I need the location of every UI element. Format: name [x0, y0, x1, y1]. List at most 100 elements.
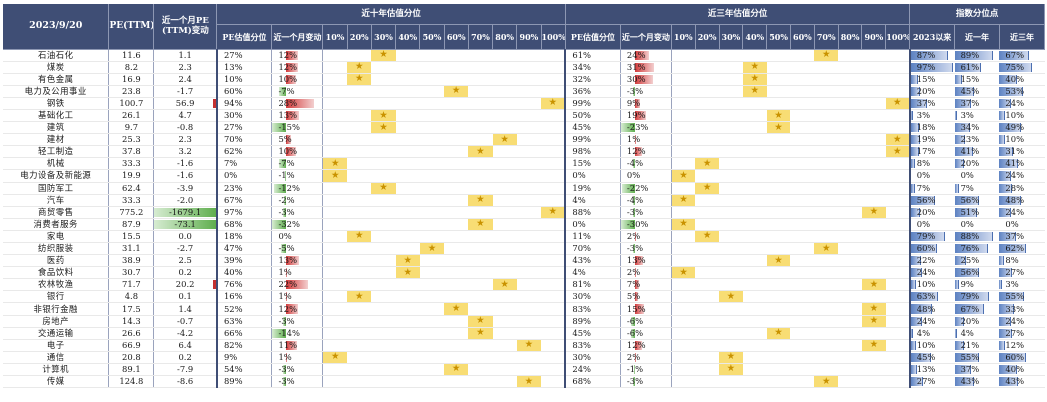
index-2023: 24%	[909, 315, 955, 328]
change-bar-negative	[620, 219, 635, 229]
ten-year-slot	[371, 85, 396, 98]
index-2023: 60%	[909, 242, 955, 256]
index-percentile-bar	[954, 207, 977, 217]
three-year-slot	[719, 97, 743, 110]
ten-year-slot	[492, 109, 517, 123]
ten-year-percentile: 89%	[216, 375, 273, 389]
three-year-slot	[861, 290, 886, 304]
index-percentile-value: 24%	[1005, 315, 1025, 326]
index-3y: 28%	[999, 182, 1045, 195]
ten-year-slot	[468, 375, 493, 389]
pe-value: 38.9	[108, 254, 155, 268]
ten-year-percentile: 52%	[216, 302, 273, 316]
three-year-slot	[695, 218, 719, 231]
index-3y: 27%	[999, 266, 1045, 280]
three-year-slot	[814, 351, 839, 364]
three-year-slot	[671, 85, 696, 98]
index-1y: 56%	[954, 194, 1000, 207]
index-percentile-bar	[954, 183, 959, 193]
three-year-tick-20: 20%	[695, 24, 720, 50]
ten-year-change: 12%	[271, 302, 324, 316]
pe-change-text: 6.4	[178, 339, 192, 350]
ten-year-slot	[492, 157, 517, 171]
three-year-slot	[695, 363, 719, 377]
pe-change-value: -4.2	[153, 327, 218, 340]
three-year-slot	[861, 218, 886, 231]
ten-year-pct-header: PE估值分位	[216, 24, 273, 50]
pe-value: 124.8	[108, 375, 155, 389]
three-year-percentile: 83%	[565, 302, 621, 316]
ten-year-slot	[347, 266, 372, 280]
three-year-change: 19%	[620, 109, 672, 123]
index-percentile-value: 88%	[960, 230, 980, 241]
ten-year-slot	[516, 302, 542, 316]
index-percentile-bar	[999, 98, 1011, 108]
change-bar-negative	[632, 195, 635, 205]
change-value: 30%	[626, 73, 646, 84]
ten-year-slot	[492, 351, 517, 364]
three-year-slot	[838, 278, 862, 292]
ten-year-slot	[468, 266, 493, 280]
ten-year-percentile: 40%	[216, 266, 273, 280]
change-bar-positive	[286, 268, 288, 278]
change-value: -3%	[278, 206, 295, 217]
three-year-slot	[766, 169, 791, 183]
ten-year-slot	[419, 109, 445, 123]
index-percentile-value: 20%	[960, 315, 980, 326]
ten-year-slot	[371, 315, 396, 328]
three-year-change: -3%	[620, 85, 672, 98]
index-percentile-bar	[954, 123, 970, 133]
index-percentile-value: 3%	[960, 110, 974, 121]
index-percentile-value: 20%	[916, 206, 936, 217]
three-year-slot	[885, 73, 911, 86]
change-bar-negative	[634, 364, 635, 375]
change-value: -3%	[278, 363, 295, 374]
ten-year-slot	[492, 206, 517, 219]
change-value: -6%	[626, 327, 644, 338]
index-percentile-bar	[910, 135, 920, 145]
three-year-slot	[695, 266, 719, 280]
change-bar-positive	[286, 98, 315, 108]
index-percentile-bar	[999, 86, 1023, 96]
three-year-percentile: 83%	[565, 339, 621, 352]
index-1y: 51%	[954, 206, 1000, 219]
ten-year-slot	[468, 169, 493, 183]
change-bar-positive	[634, 50, 650, 60]
ten-year-slot	[516, 157, 542, 171]
pe-change-text: 4.7	[178, 110, 192, 121]
three-year-slot	[742, 206, 767, 219]
industry-name: 非银行金融	[3, 302, 110, 316]
change-value: 12%	[278, 303, 298, 314]
table-row: 农林牧渔 71.7 20.2 76% 22% ★ 81% 7% ★ 10% 9% 3%	[3, 278, 1045, 292]
pe-value: 26.6	[108, 327, 155, 340]
three-year-slot	[790, 290, 815, 304]
index-2023: 15%	[909, 73, 955, 86]
three-year-slot	[742, 339, 767, 352]
industry-name: 煤炭	[3, 61, 110, 74]
ten-year-change: -3%	[271, 315, 324, 328]
ten-year-slot	[395, 85, 420, 98]
change-bar-positive	[634, 74, 653, 84]
index-percentile-bar	[999, 292, 1024, 302]
change-bar-negative	[633, 207, 635, 217]
three-year-tick-30: 30%	[719, 24, 744, 50]
ten-year-slot	[395, 121, 420, 135]
index-2023: 48%	[909, 302, 955, 316]
three-year-slot	[814, 157, 839, 171]
index-col-1y: 近一年	[954, 24, 1000, 50]
index-percentile-value: 10%	[916, 339, 936, 350]
industry-name: 电子	[3, 339, 110, 352]
three-year-star-icon: ★	[671, 169, 696, 183]
ten-year-slot	[395, 339, 420, 352]
ten-year-slot	[468, 73, 493, 86]
three-year-slot	[742, 242, 767, 256]
three-year-slot	[695, 109, 719, 123]
pe-change-text: 2.4	[178, 73, 192, 84]
three-year-change: -6%	[620, 327, 672, 340]
three-year-tick-80: 80%	[838, 24, 863, 50]
index-percentile-bar	[954, 352, 979, 362]
table-row: 交通运输 26.6 -4.2 66% -14% ★ 45% -6% ★ 4% 4% 27%	[3, 327, 1045, 340]
three-year-star-icon: ★	[719, 290, 743, 304]
index-1y: 20%	[954, 157, 1000, 171]
index-percentile-value: 4%	[960, 327, 974, 338]
